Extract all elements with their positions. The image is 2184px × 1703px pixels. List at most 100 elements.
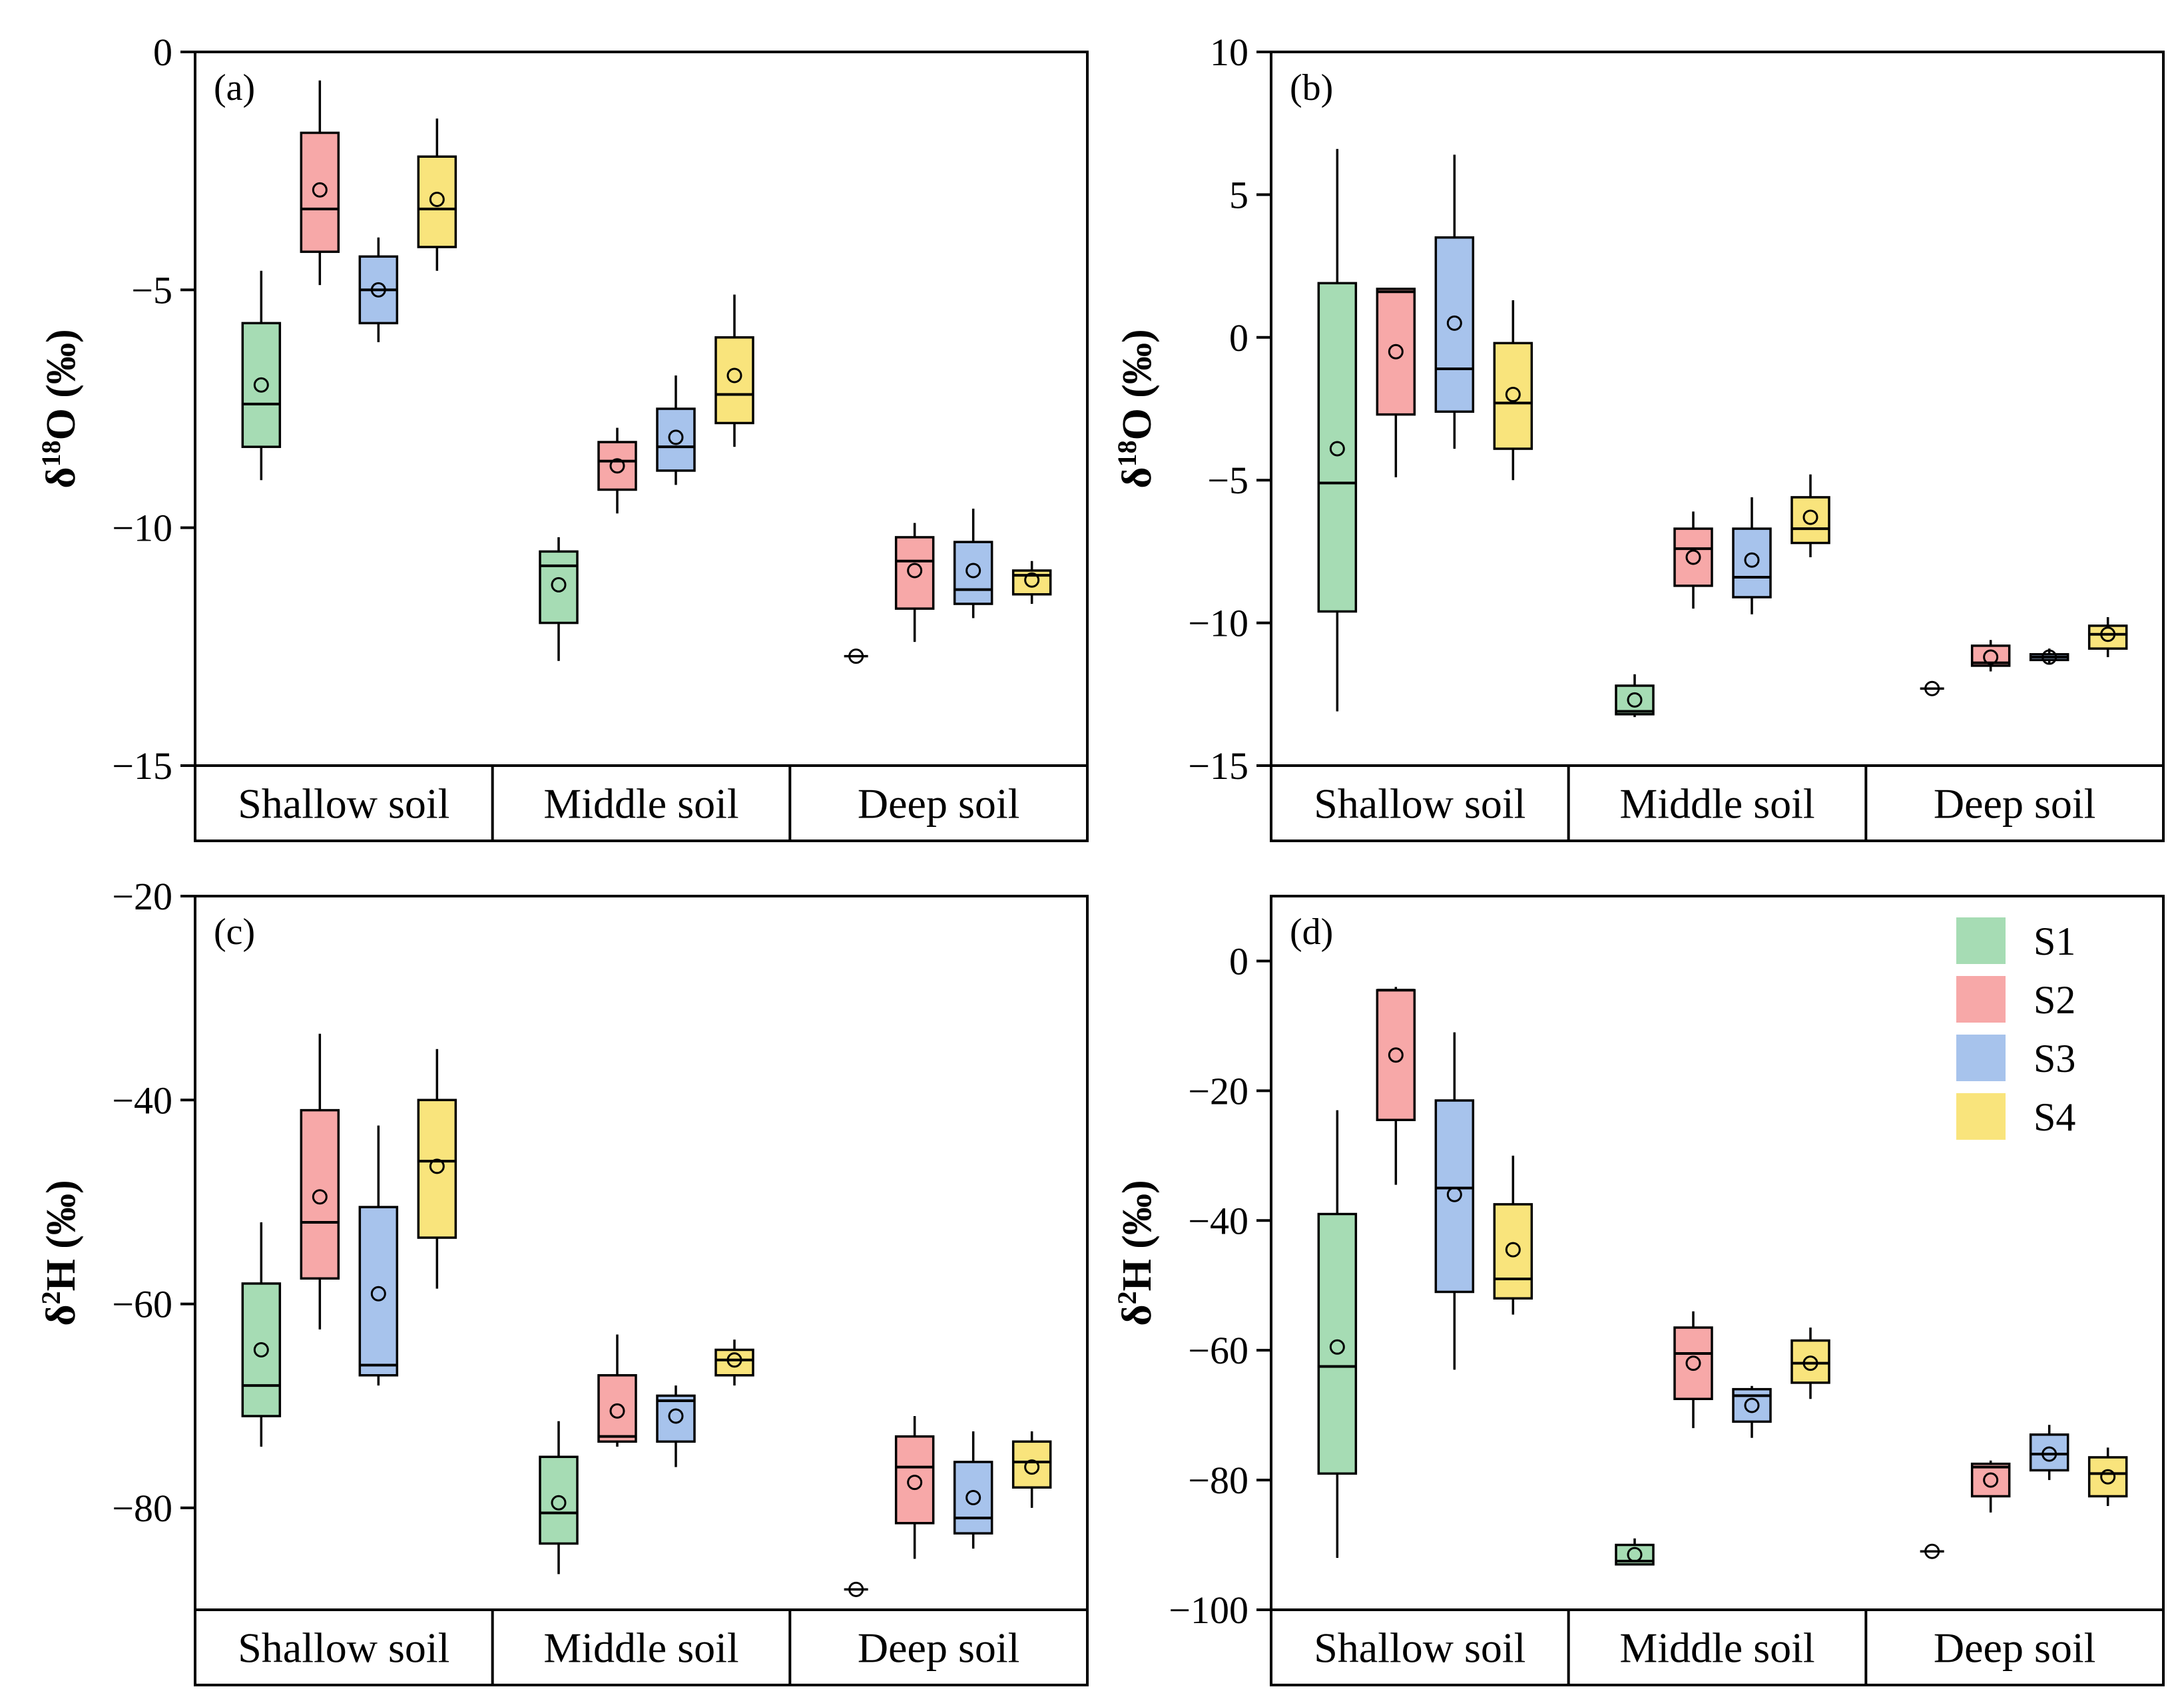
mean-marker [668, 429, 684, 445]
iqr-box [1317, 282, 1358, 613]
y-axis-label: δ2H (‰) [1112, 1180, 1160, 1326]
y-tick-label: −5 [1207, 459, 1248, 502]
box-S3 [2029, 1425, 2069, 1481]
y-tick-label: −20 [1188, 1069, 1248, 1112]
y-tick-label: −80 [1188, 1459, 1248, 1502]
box-S3 [656, 375, 696, 485]
box-S4 [417, 1049, 457, 1289]
category-label: Deep soil [1934, 780, 2096, 828]
mean-marker [848, 648, 864, 664]
mean-marker [429, 1158, 445, 1174]
box-S2 [597, 1334, 637, 1447]
box-S1 [1615, 1538, 1655, 1566]
box-S1 [1615, 674, 1655, 718]
category-label: Shallow soil [238, 1624, 449, 1672]
y-tick-label: −10 [112, 507, 172, 550]
y-tick-label: −40 [112, 1079, 172, 1122]
iqr-box [241, 322, 282, 448]
mean-marker [1329, 1339, 1345, 1355]
box-S1 [539, 537, 579, 661]
iqr-box [1970, 1462, 2011, 1498]
iqr-box [1673, 527, 1713, 587]
box-S4 [1493, 1155, 1533, 1315]
y-axis-label-prefix: δ [39, 467, 84, 488]
y-axis-label-sup: 18 [36, 440, 66, 467]
box-S3 [953, 1431, 993, 1549]
mean-marker [1627, 1547, 1643, 1563]
iqr-box [953, 541, 993, 605]
box-S2 [1673, 511, 1713, 609]
mean-marker [1024, 572, 1040, 588]
box-S3 [656, 1385, 696, 1467]
iqr-box [1615, 684, 1655, 716]
mean-marker [370, 1286, 386, 1302]
mean-marker [1802, 509, 1818, 525]
iqr-box [1434, 1099, 1475, 1294]
iqr-box [894, 536, 935, 610]
y-axis-label-prefix: δ [1115, 467, 1160, 488]
box-S4 [1011, 561, 1052, 605]
box-S2 [894, 523, 935, 642]
mean-marker [1983, 649, 1999, 665]
box-S3 [1434, 154, 1475, 449]
iqr-box [1376, 989, 1416, 1121]
mean-marker [609, 458, 625, 474]
y-axis-label-prefix: δ [1115, 1304, 1160, 1326]
mean-marker [1924, 680, 1940, 696]
box-S1 [539, 1421, 579, 1575]
plot-frame [1270, 895, 2165, 1686]
category-label: Middle soil [543, 1624, 738, 1672]
mean-marker [1983, 1472, 1999, 1488]
category-label: Middle soil [1619, 1624, 1814, 1672]
mean-marker [609, 1403, 625, 1419]
legend-item-S3: S3 [1956, 1035, 2075, 1081]
iqr-box [1493, 1203, 1533, 1300]
y-axis-label-sup: 2 [36, 1291, 66, 1304]
iqr-box [300, 131, 340, 253]
panel-a: 0 −5 −10 −15 δ18O (‰) (a) Shallow soil Middle s… [36, 31, 1089, 842]
y-axis-label: δ18O (‰) [36, 329, 84, 488]
legend-label: S4 [2034, 1095, 2075, 1139]
category-label: Deep soil [858, 1624, 1020, 1672]
box-S2 [1970, 1460, 2011, 1513]
iqr-box [656, 1394, 696, 1443]
iqr-box [1673, 1326, 1713, 1401]
y-axis-label-main: O (‰) [1115, 329, 1160, 440]
box-S1 [241, 270, 282, 481]
category-label: Middle soil [1619, 780, 1814, 828]
mean-marker [1388, 1047, 1404, 1063]
iqr-box [1317, 1212, 1358, 1475]
mean-marker [907, 1475, 923, 1491]
iqr-box [1790, 496, 1830, 545]
box-S4 [1790, 474, 1830, 557]
legend-swatch [1956, 1035, 2006, 1081]
category-label: Shallow soil [1314, 780, 1525, 828]
box-S3 [1732, 1385, 1772, 1438]
legend-item-S4: S4 [1956, 1093, 2075, 1140]
mean-marker [429, 192, 445, 208]
iqr-box [1376, 288, 1416, 416]
iqr-box [241, 1282, 282, 1417]
y-tick-label: 10 [1210, 31, 1248, 74]
iqr-box [1732, 527, 1772, 599]
box-S2 [894, 1416, 935, 1559]
iqr-box [1732, 1387, 1772, 1423]
iqr-box [417, 155, 457, 248]
y-tick-label: 0 [1229, 316, 1248, 360]
mean-marker [1744, 1397, 1760, 1413]
box-S3 [2029, 648, 2069, 665]
panel-label: (a) [214, 67, 255, 109]
mean-marker [1505, 1242, 1521, 1258]
panel-label: (d) [1290, 911, 1333, 953]
mean-marker [965, 563, 981, 579]
box-S4 [417, 119, 457, 271]
y-tick-label: −15 [112, 744, 172, 788]
y-tick-label: −60 [112, 1283, 172, 1326]
mean-marker [848, 1581, 864, 1597]
mean-marker [253, 377, 269, 393]
legend-swatch [1956, 1093, 2006, 1140]
panel-c: −20 −40 −60 −80 δ2H (‰) (c) Shallow soil Middle… [36, 875, 1089, 1686]
iqr-box [656, 407, 696, 472]
iqr-box [714, 336, 754, 425]
